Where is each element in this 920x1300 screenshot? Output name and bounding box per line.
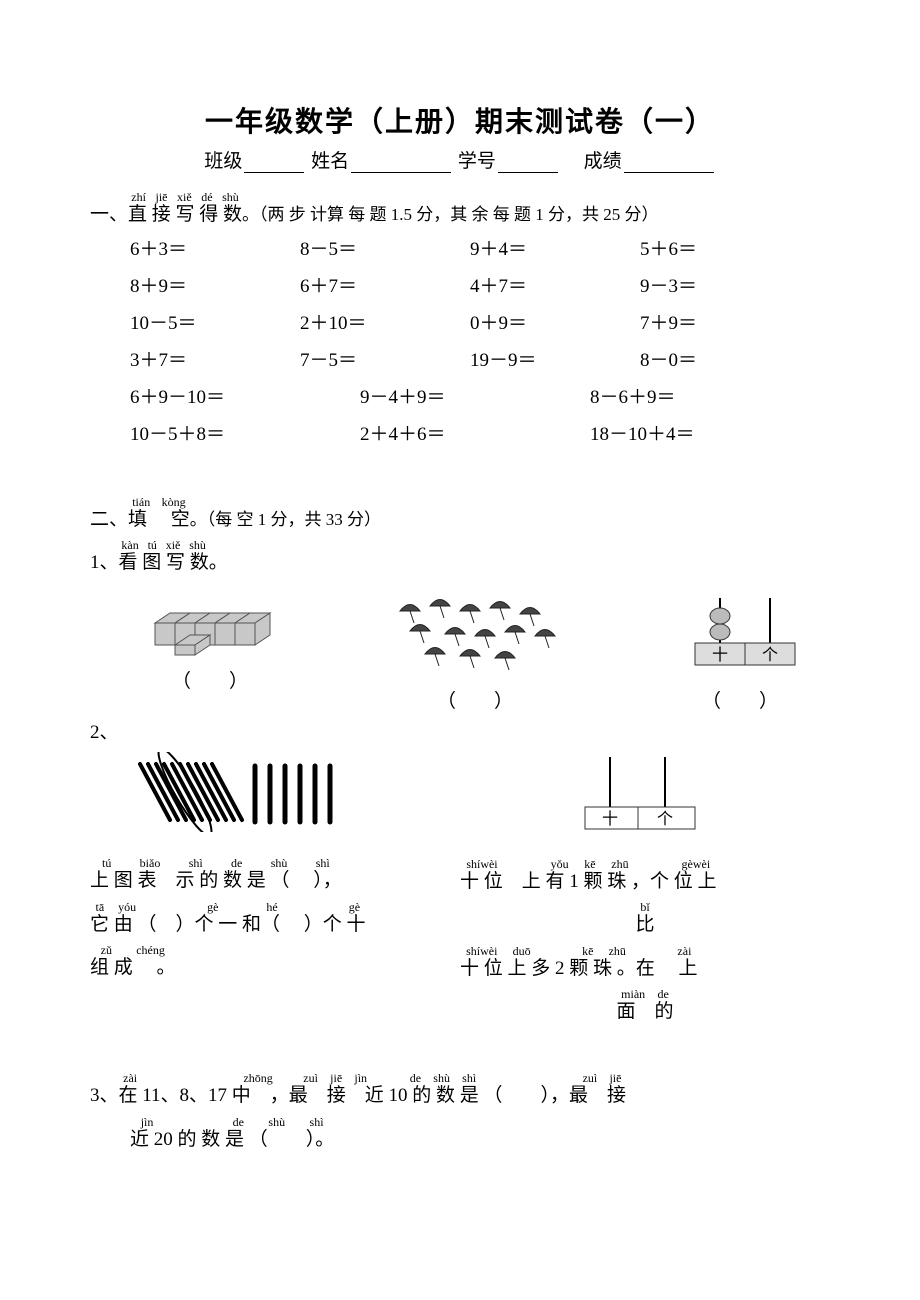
q2-right: 十 位 上 有 1 颗 珠 ，个 位 上shíwèi yǒu kē zhū gè… <box>460 857 830 1031</box>
math-cell[interactable]: 18－10＋4＝ <box>590 419 820 446</box>
q2-fig-abacus: 十 个 <box>560 752 710 837</box>
page-title: 一年级数学（上册）期末测试卷（一） <box>90 100 830 140</box>
math-cell[interactable]: 5＋6＝ <box>640 234 810 261</box>
q1-paren-3[interactable]: （ ） <box>650 686 830 713</box>
score-blank[interactable] <box>624 151 714 173</box>
q2L-line3-rt: zǔ chéng <box>90 943 176 957</box>
sticks-icon <box>120 752 340 832</box>
q2-heading: 2、 <box>90 717 830 744</box>
q2R-line3: 十 位 上 多 2 颗 珠 。在 上 <box>460 958 698 979</box>
math-cell[interactable]: 7－5＝ <box>300 345 470 372</box>
math-cell[interactable]: 4＋7＝ <box>470 271 640 298</box>
abacus-icon: 十 个 <box>675 588 805 678</box>
section-1-rt: zhí jiē xiě dé shù <box>128 190 242 204</box>
math-cell[interactable]: 10－5＝ <box>130 308 300 335</box>
math-cell[interactable]: 8－0＝ <box>640 345 810 372</box>
q3-line2: 近 20 的 数 是 （ ）。 <box>130 1129 334 1150</box>
math-cell[interactable]: 9－4＋9＝ <box>360 382 590 409</box>
class-label: 班级 <box>204 151 242 172</box>
name-blank[interactable] <box>351 151 451 173</box>
math-cell[interactable]: 6＋3＝ <box>130 234 300 261</box>
q2L-line2-rt: tā yóu gè hé gè <box>90 900 366 914</box>
q1-num: 1、 <box>90 552 119 573</box>
q2R-line2-rt: bǐ <box>635 900 654 914</box>
math-cell[interactable]: 2＋4＋6＝ <box>360 419 590 446</box>
section-2-rb: 填 空 <box>128 509 190 530</box>
section-1-rb: 直 接 写 得 数 <box>128 204 242 225</box>
section-1-tail: 。（两 步 计算 每 题 1.5 分，其 余 每 题 1 分，共 25 分） <box>242 205 659 224</box>
q2-text: 上 图 表 示 的 数 是 （ ），tú biǎo shì de shù shì… <box>90 857 830 1031</box>
q2-images: 十 个 <box>90 752 830 837</box>
q2R-line1: 十 位 上 有 1 颗 珠 ，个 位 上 <box>460 871 717 892</box>
q2R-line4-rt: miàn de <box>616 987 673 1001</box>
section-2-num: 二、 <box>90 509 128 530</box>
math-cell[interactable]: 6＋7＝ <box>300 271 470 298</box>
math-cell[interactable]: 8－5＝ <box>300 234 470 261</box>
section-2-heading: 二、填 空tián kòng。（每 空 1 分，共 33 分） <box>90 496 830 531</box>
math-row: 6＋3＝8－5＝9＋4＝5＋6＝ <box>130 234 830 261</box>
math-cell[interactable]: 9－3＝ <box>640 271 810 298</box>
q3-num: 3、 <box>90 1085 119 1106</box>
math-row: 8＋9＝6＋7＝4＋7＝9－3＝ <box>130 271 830 298</box>
q2-left: 上 图 表 示 的 数 是 （ ），tú biǎo shì de shù shì… <box>90 857 460 1031</box>
section-1-heading: 一、直 接 写 得 数zhí jiē xiě dé shù。（两 步 计算 每 … <box>90 191 830 226</box>
svg-text:十: 十 <box>602 810 618 828</box>
q3-line1-rt: zài zhōng zuì jiē jìn de shù shì zuì jiē <box>119 1071 627 1085</box>
q2L-line2: 它 由 （ ）个 一 和（ ）个 十 <box>90 914 366 935</box>
score-label: 成绩 <box>584 151 622 172</box>
q2R-line3-rt: shíwèi duō kē zhū zài <box>460 944 698 958</box>
section-2-rt: tián kòng <box>128 495 190 509</box>
q1-paren-1[interactable]: （ ） <box>120 666 300 693</box>
math-cell[interactable]: 8－6＋9＝ <box>590 382 820 409</box>
id-blank[interactable] <box>498 151 558 173</box>
svg-text:十: 十 <box>712 646 728 664</box>
q2L-line1-rt: tú biǎo shì de shù shì <box>90 856 342 870</box>
math-cell[interactable]: 0＋9＝ <box>470 308 640 335</box>
blocks-icon <box>145 588 275 658</box>
q1-images: （ ） （ ） <box>90 588 830 713</box>
section-1-num: 一、 <box>90 204 128 225</box>
q2R-line1-rt: shíwèi yǒu kē zhū gèwèi <box>460 857 717 871</box>
q3-line1: 在 11、8、17 中 ，最 接 近 10 的 数 是 （ ），最 接 <box>119 1085 627 1106</box>
math-cell[interactable]: 3＋7＝ <box>130 345 300 372</box>
svg-text:个: 个 <box>657 810 673 828</box>
id-label: 学号 <box>458 151 496 172</box>
q1-heading: 1、看 图 写 数kàn tú xiě shù。 <box>90 539 830 574</box>
section-2-tail: 。（每 空 1 分，共 33 分） <box>190 510 381 529</box>
q1-paren-2[interactable]: （ ） <box>380 686 570 713</box>
name-label: 姓名 <box>311 151 349 172</box>
q3-line2-rt: jìn de shù shì <box>130 1115 334 1129</box>
form-header: 班级 姓名 学号 成绩 <box>90 146 830 173</box>
math-cell[interactable]: 10－5＋8＝ <box>130 419 360 446</box>
math-cell[interactable]: 19－9＝ <box>470 345 640 372</box>
math-cell[interactable]: 9＋4＝ <box>470 234 640 261</box>
q1-fig-abacus: 十 个 （ ） <box>650 588 830 713</box>
q2L-line1: 上 图 表 示 的 数 是 （ ）， <box>90 870 342 891</box>
math-cell[interactable]: 8＋9＝ <box>130 271 300 298</box>
svg-text:个: 个 <box>762 646 778 664</box>
abacus-2-icon: 十 个 <box>560 752 710 832</box>
math-row: 3＋7＝7－5＝19－9＝8－0＝ <box>130 345 830 372</box>
q1-fig-umbrellas: （ ） <box>380 588 570 713</box>
math-cell[interactable]: 6＋9－10＝ <box>130 382 360 409</box>
q1-rt: kàn tú xiě shù <box>119 538 209 552</box>
math-row: 10－5＝2＋10＝0＋9＝7＋9＝ <box>130 308 830 335</box>
q2R-line2: 比 <box>635 914 654 935</box>
q3: 3、在 11、8、17 中 ，最 接 近 10 的 数 是 （ ），最 接zài… <box>90 1071 830 1159</box>
q2L-line3: 组 成 。 <box>90 957 176 978</box>
q2R-line4: 面 的 <box>616 1001 673 1022</box>
math-row: 6＋9－10＝9－4＋9＝8－6＋9＝ <box>130 382 830 409</box>
class-blank[interactable] <box>244 151 304 173</box>
q1-fig-blocks: （ ） <box>120 588 300 713</box>
math-row: 10－5＋8＝2＋4＋6＝18－10＋4＝ <box>130 419 830 446</box>
math-cell[interactable]: 7＋9＝ <box>640 308 810 335</box>
q2-fig-sticks <box>120 752 340 837</box>
math-grid: 6＋3＝8－5＝9＋4＝5＋6＝ 8＋9＝6＋7＝4＋7＝9－3＝ 10－5＝2… <box>90 234 830 446</box>
q1-rb: 看 图 写 数 <box>119 552 209 573</box>
q1-tail: 。 <box>209 552 228 573</box>
math-cell[interactable]: 2＋10＝ <box>300 308 470 335</box>
umbrellas-icon <box>380 588 570 678</box>
